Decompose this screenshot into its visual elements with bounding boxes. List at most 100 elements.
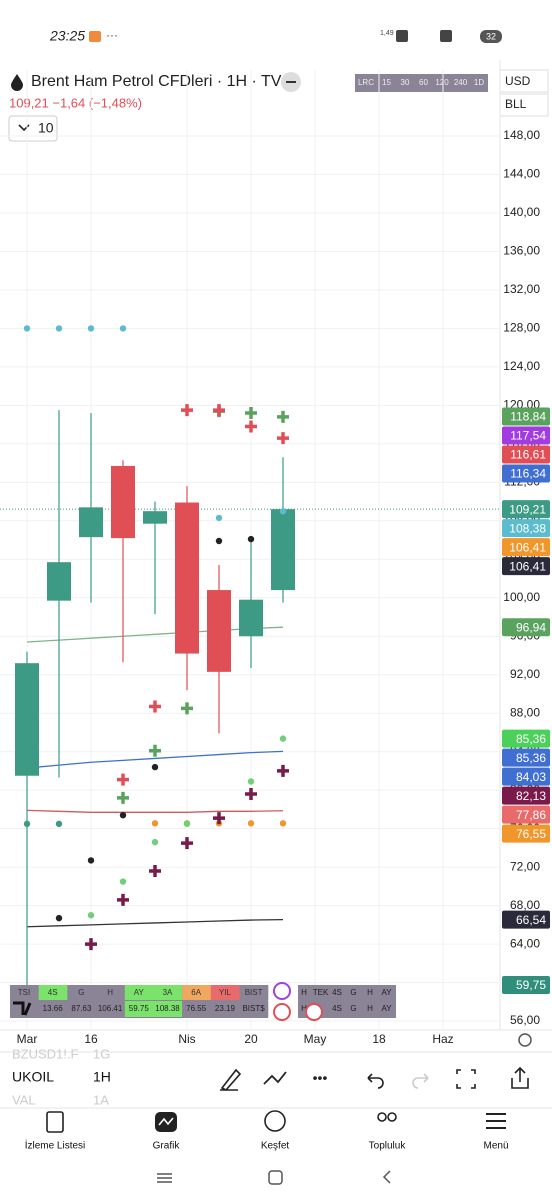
unit: BLL	[505, 97, 527, 111]
fullscreen[interactable]	[456, 1069, 476, 1089]
table-header: H	[301, 1004, 307, 1013]
redo[interactable]	[412, 1073, 429, 1089]
table-header: H	[301, 988, 307, 997]
candle-body	[239, 599, 263, 637]
nav-label[interactable]: Topluluk	[369, 1141, 407, 1152]
battery	[480, 30, 502, 43]
chart-title: Brent Ham Petrol CFDleri · 1H · TVC	[31, 73, 293, 90]
next-symbol: VAL	[12, 1092, 36, 1107]
status-more: ···	[106, 28, 118, 42]
marker-dot	[55, 325, 63, 332]
table-value: 87.63	[71, 1004, 92, 1013]
marker-dot	[215, 514, 223, 522]
table-header: YIL	[219, 988, 232, 997]
y-tick-label: 92,00	[510, 667, 540, 681]
price-label: 106,41	[509, 559, 546, 573]
marker-dot	[279, 507, 287, 515]
marker-cross	[181, 404, 193, 417]
price-label: 82,13	[516, 789, 546, 803]
y-tick-label: 72,00	[510, 859, 540, 873]
interval-option[interactable]: 15	[382, 78, 391, 87]
more-tool[interactable]: •••	[313, 1070, 328, 1086]
menu-icon[interactable]	[486, 1113, 506, 1129]
sys-back[interactable]	[382, 1170, 391, 1184]
table-header: H	[107, 988, 113, 997]
candle-body	[79, 507, 103, 538]
y-tick-label: 136,00	[503, 244, 540, 258]
price-label: 96,94	[516, 620, 546, 634]
table-header: 4S	[332, 1004, 342, 1013]
x-tick-label: 16	[84, 1032, 98, 1046]
table-value: 106.41	[98, 1004, 123, 1013]
volte-icon	[396, 30, 408, 42]
community-icon[interactable]	[377, 1112, 387, 1122]
marker-dot	[279, 820, 287, 827]
price-label-box	[502, 910, 550, 929]
nav-label[interactable]: Menü	[483, 1141, 508, 1152]
marker-cross	[181, 837, 193, 850]
settings-icon[interactable]	[518, 1033, 532, 1047]
y-tick-label: 140,00	[503, 205, 540, 219]
marker-cross	[277, 764, 289, 777]
chart-glyph	[158, 1117, 174, 1126]
interval-option[interactable]: 240	[454, 78, 468, 87]
marker-cross	[277, 432, 289, 445]
interval-strip	[355, 74, 488, 92]
indicator-toggle[interactable]	[8, 115, 58, 142]
price-label: 108,38	[509, 521, 546, 535]
nav-label[interactable]: İzleme Listesi	[25, 1139, 86, 1152]
marker-dot	[55, 820, 63, 828]
marker-dot	[23, 325, 31, 332]
table-cell	[239, 1001, 269, 1017]
explore-icon[interactable]	[264, 1110, 286, 1132]
candle-body	[47, 562, 71, 601]
table-header: G	[78, 988, 84, 997]
price-label: 106,41	[509, 540, 546, 554]
table-header: H	[367, 1004, 373, 1013]
marker-cross	[277, 410, 289, 423]
interval-option[interactable]: 30	[401, 78, 410, 87]
marker-dot	[183, 820, 191, 828]
draw-tool[interactable]	[220, 1068, 242, 1091]
nav-label[interactable]: Grafik	[153, 1141, 181, 1152]
prev-interval: 1G	[93, 1046, 110, 1061]
marker-dot	[151, 820, 159, 827]
interval-option[interactable]: LRC	[358, 78, 374, 87]
status-time: 23:25	[49, 28, 85, 44]
marker-dot	[87, 912, 95, 919]
price-label: 76,55	[516, 827, 546, 841]
candle-body	[15, 663, 39, 776]
table-cell	[67, 1001, 97, 1017]
symbol[interactable]: UKOIL	[12, 1069, 54, 1085]
undo[interactable]	[367, 1073, 384, 1089]
price-label-box	[502, 557, 550, 576]
share[interactable]	[511, 1066, 529, 1089]
table-badge	[305, 1003, 323, 1021]
table-value: 76.55	[186, 1004, 207, 1013]
sys-recents[interactable]	[157, 1173, 172, 1183]
x-tick-label: May	[304, 1032, 327, 1046]
candle-body	[111, 465, 135, 539]
table-cell	[153, 985, 183, 1000]
table-cell	[210, 1001, 240, 1017]
marker-dot	[151, 763, 159, 771]
interval-option[interactable]: 60	[419, 78, 428, 87]
indicators-tool[interactable]	[263, 1071, 287, 1085]
table-cell	[210, 985, 240, 1000]
interval[interactable]: 1H	[93, 1069, 111, 1085]
table-header: AY	[381, 988, 392, 997]
table-value: 23.19	[215, 1004, 236, 1013]
interval-option[interactable]: 1D	[474, 78, 484, 87]
moving-average	[26, 750, 284, 769]
watchlist-icon[interactable]	[46, 1111, 64, 1133]
x-tick-label: Haz	[432, 1032, 453, 1046]
nav-label[interactable]: Keşfet	[261, 1141, 290, 1152]
interval-option[interactable]: 120	[435, 78, 449, 87]
price-label: 116,61	[510, 448, 546, 462]
marker-cross	[117, 893, 129, 906]
table-cell	[96, 985, 125, 1000]
marker-cross	[245, 407, 257, 420]
sys-home[interactable]	[268, 1170, 283, 1185]
marker-dot	[119, 325, 127, 332]
y-tick-label: 64,00	[510, 936, 540, 950]
